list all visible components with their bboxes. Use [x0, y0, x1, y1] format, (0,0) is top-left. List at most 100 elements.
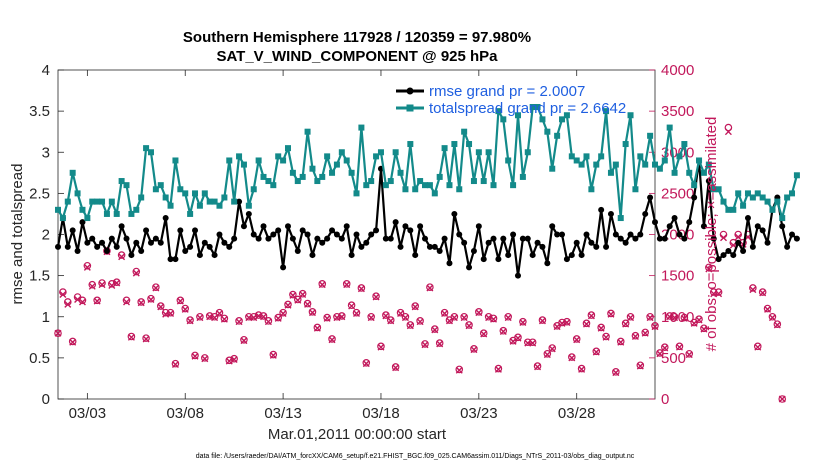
obs-assimilated-marker	[142, 335, 150, 343]
rmse-point	[187, 243, 194, 250]
totalspread-point	[99, 198, 106, 205]
rmse-point	[299, 227, 306, 234]
totalspread-point	[686, 169, 693, 176]
obs-possible-marker	[406, 321, 415, 329]
totalspread-point	[221, 194, 228, 201]
rmse-point	[588, 239, 595, 246]
chart-subtitle: SAT_V_WIND_COMPONENT @ 925 hPa	[216, 48, 498, 65]
totalspread-point	[583, 153, 590, 160]
obs-possible-marker	[460, 312, 468, 321]
obs-assimilated-marker	[671, 314, 679, 322]
totalspread-point	[265, 178, 272, 185]
totalspread-point	[539, 116, 546, 123]
rmse-point	[64, 243, 71, 250]
y-tick-label-left: 3	[42, 144, 50, 161]
y-tick-label-right: 2500	[661, 185, 694, 202]
totalspread-point	[627, 112, 634, 119]
obs-assimilated-marker	[318, 281, 326, 289]
obs-assimilated-marker	[573, 336, 581, 344]
obs-possible-marker	[318, 280, 327, 288]
obs-possible-marker	[440, 308, 449, 317]
rmse-point	[524, 235, 531, 242]
obs-assimilated-marker	[470, 346, 478, 354]
rmse-point	[128, 252, 135, 259]
obs-assimilated-marker	[485, 314, 493, 322]
obs-possible-marker	[572, 335, 581, 343]
totalspread-point	[598, 153, 605, 160]
totalspread-point	[270, 182, 277, 189]
obs-assimilated-marker	[98, 281, 106, 289]
obs-assimilated-marker	[362, 360, 370, 368]
obs-possible-marker	[191, 351, 199, 360]
obs-possible-marker	[333, 312, 341, 321]
obs-assimilated-marker	[607, 310, 615, 318]
rmse-point	[656, 235, 663, 242]
totalspread-point	[417, 178, 424, 185]
totalspread-point	[128, 210, 135, 217]
rmse-point	[735, 239, 742, 246]
obs-assimilated-marker	[191, 352, 199, 360]
rmse-point	[348, 252, 355, 259]
obs-assimilated-marker	[622, 320, 630, 328]
rmse-point	[353, 231, 360, 238]
rmse-point	[69, 227, 76, 234]
obs-possible-marker	[651, 321, 659, 330]
obs-assimilated-marker	[651, 323, 659, 331]
totalspread-point	[177, 186, 184, 193]
obs-possible-marker	[592, 347, 601, 356]
rmse-point	[456, 231, 463, 238]
y-tick-label-right: 4000	[661, 62, 694, 79]
totalspread-point	[769, 206, 776, 213]
obs-possible-marker	[602, 332, 610, 341]
obs-assimilated-marker	[441, 309, 449, 317]
obs-assimilated-marker	[401, 314, 409, 322]
rmse-point	[700, 223, 707, 230]
obs-possible-marker	[470, 345, 478, 353]
obs-possible-marker	[519, 317, 527, 326]
obs-assimilated-marker	[685, 351, 693, 359]
obs-possible-marker	[401, 312, 410, 321]
totalspread-point	[603, 108, 610, 115]
totalspread-point	[143, 145, 150, 152]
totalspread-point	[392, 149, 399, 156]
totalspread-point	[74, 190, 81, 197]
obs-possible-marker	[514, 333, 522, 342]
obs-assimilated-marker	[538, 317, 546, 325]
totalspread-point	[138, 194, 145, 201]
obs-assimilated-marker	[328, 336, 336, 344]
rmse-point	[417, 223, 424, 230]
totalspread-point	[510, 182, 517, 189]
obs-assimilated-marker	[568, 354, 576, 362]
totalspread-point	[700, 169, 707, 176]
rmse-point	[192, 227, 199, 234]
rmse-point	[514, 272, 521, 279]
obs-possible-marker	[220, 314, 229, 323]
rmse-point	[201, 239, 208, 246]
obs-assimilated-marker	[455, 366, 463, 374]
rmse-point	[754, 223, 761, 230]
obs-assimilated-marker	[617, 338, 625, 346]
obs-assimilated-marker	[201, 355, 209, 363]
obs-assimilated-marker	[54, 329, 62, 337]
totalspread-point	[314, 178, 321, 185]
obs-assimilated-marker	[734, 233, 742, 241]
obs-assimilated-marker	[421, 341, 429, 349]
totalspread-point	[333, 161, 340, 168]
totalspread-point	[196, 202, 203, 209]
totalspread-point	[324, 153, 331, 160]
totalspread-point	[167, 202, 174, 209]
rmse-point	[705, 178, 712, 185]
rmse-point	[500, 235, 507, 242]
obs-possible-marker	[122, 296, 131, 305]
obs-assimilated-marker	[475, 309, 483, 317]
y-tick-label-left: 2	[42, 227, 50, 244]
rmse-point	[221, 239, 228, 246]
rmse-point	[617, 235, 624, 242]
obs-assimilated-marker	[357, 285, 365, 293]
rmse-point	[387, 235, 394, 242]
obs-assimilated-marker	[543, 351, 551, 359]
totalspread-point	[715, 186, 722, 193]
obs-assimilated-marker	[646, 314, 654, 322]
rmse-point	[182, 247, 189, 254]
totalspread-point	[133, 206, 140, 213]
